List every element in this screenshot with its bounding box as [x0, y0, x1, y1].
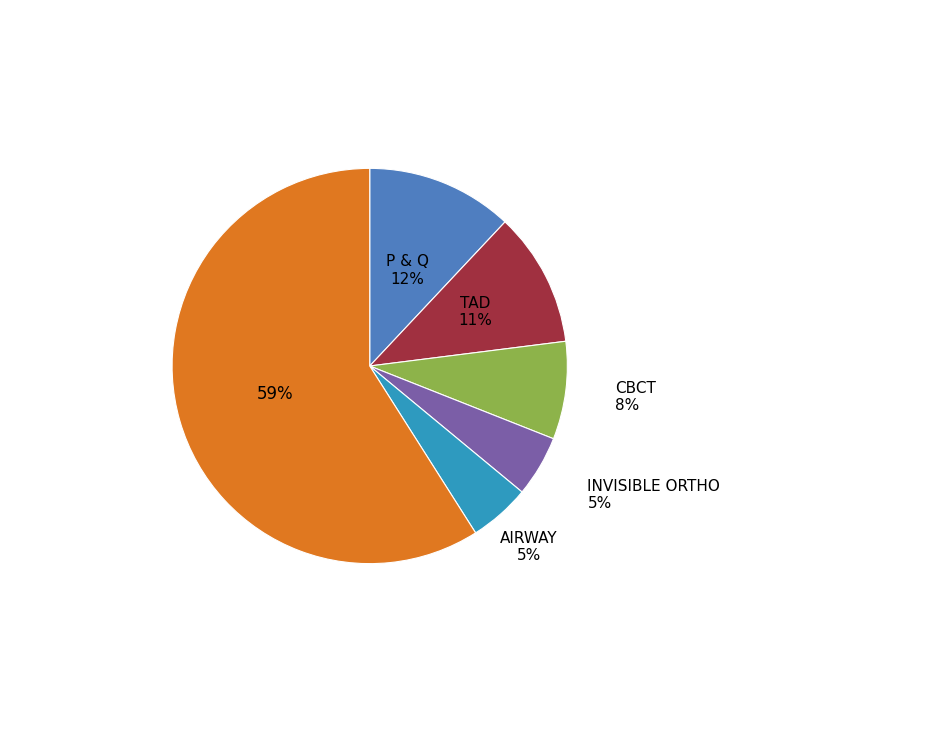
Text: 59%: 59% — [256, 384, 293, 403]
Wedge shape — [370, 366, 522, 533]
Wedge shape — [370, 366, 553, 492]
Text: CBCT
8%: CBCT 8% — [615, 381, 656, 413]
Text: TAD
11%: TAD 11% — [459, 296, 492, 329]
Text: INVISIBLE ORTHO
5%: INVISIBLE ORTHO 5% — [588, 479, 721, 511]
Text: P & Q
12%: P & Q 12% — [386, 254, 429, 287]
Wedge shape — [370, 341, 567, 438]
Wedge shape — [370, 222, 565, 366]
Text: AIRWAY
5%: AIRWAY 5% — [501, 531, 558, 563]
Wedge shape — [172, 168, 475, 564]
Wedge shape — [370, 168, 505, 366]
